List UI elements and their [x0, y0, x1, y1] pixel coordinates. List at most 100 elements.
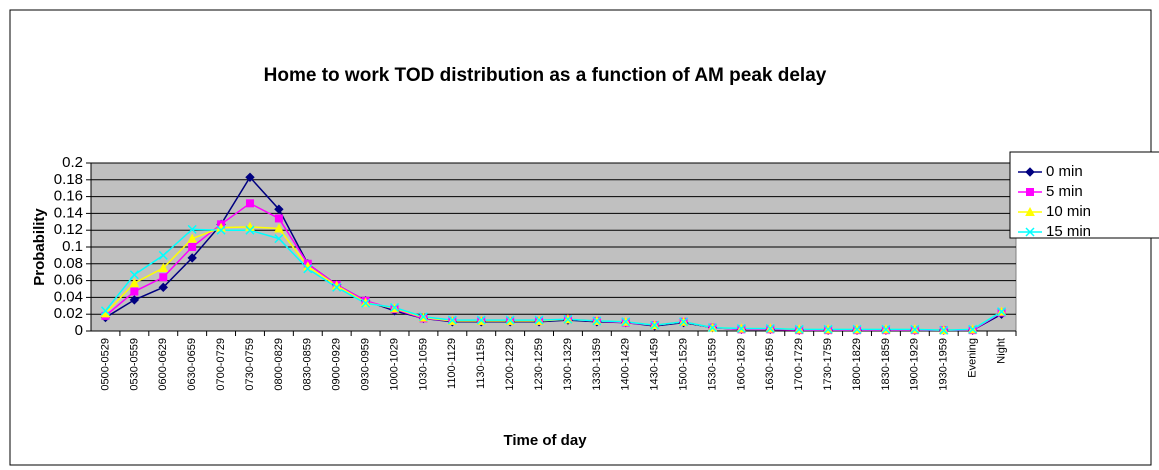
x-tick-label: 0800-0829 [273, 338, 285, 391]
data-point [187, 224, 197, 234]
legend-marker [1025, 167, 1035, 177]
x-tick-label: 1730-1759 [822, 338, 834, 391]
y-tick-label: 0.2 [62, 154, 83, 171]
x-tick-label: 0700-0729 [215, 338, 227, 391]
x-tick-label: 0500-0529 [99, 338, 111, 391]
y-tick-label: 0.02 [54, 305, 83, 322]
data-point [505, 315, 515, 325]
x-tick-label: 1530-1559 [706, 338, 718, 391]
data-point [245, 225, 255, 235]
x-tick-label: 1700-1729 [793, 338, 805, 391]
y-tick-label: 0.16 [54, 188, 83, 205]
data-point [274, 234, 284, 244]
x-tick-label: 0630-0659 [186, 338, 198, 391]
data-point [129, 278, 140, 288]
data-point [852, 324, 862, 334]
data-point [418, 312, 428, 322]
legend-marker [1025, 227, 1035, 237]
x-tick-label: 1830-1859 [880, 338, 892, 391]
data-point [823, 324, 833, 334]
y-axis-title: Probability [31, 208, 48, 286]
data-point [736, 323, 746, 334]
data-point [765, 323, 775, 334]
x-tick-label: 1600-1629 [735, 338, 747, 391]
x-tick-label: 1630-1659 [764, 338, 776, 391]
x-tick-label: 0730-0759 [244, 338, 256, 391]
legend-marker [1025, 206, 1035, 216]
data-point [881, 324, 891, 334]
data-point [447, 315, 457, 325]
y-tick-label: 0.12 [54, 221, 83, 238]
data-point [997, 307, 1007, 317]
x-tick-label: 0930-0959 [360, 338, 372, 391]
data-point [303, 264, 313, 274]
data-point [361, 298, 371, 308]
data-point [129, 270, 139, 280]
data-point [476, 315, 486, 325]
data-point [158, 262, 169, 272]
data-point [274, 204, 284, 214]
legend-label: 5 min [1046, 183, 1083, 200]
y-tick-label: 0.1 [62, 238, 83, 255]
data-point [794, 324, 804, 334]
data-point [188, 243, 197, 251]
data-point [389, 302, 400, 313]
x-tick-label: 1800-1829 [851, 338, 863, 391]
x-tick-label: 1930-1959 [938, 338, 950, 391]
x-tick-label: 1230-1259 [533, 338, 545, 391]
y-tick-label: 0.08 [54, 255, 83, 272]
y-tick-label: 0.04 [54, 288, 83, 305]
x-tick-label: 0530-0559 [128, 338, 140, 391]
x-tick-label: 1030-1059 [417, 338, 429, 391]
data-point [621, 317, 631, 327]
data-point [939, 325, 949, 335]
legend-label: 15 min [1046, 223, 1091, 240]
legend-label: 0 min [1046, 163, 1083, 180]
series-line [104, 228, 1002, 331]
y-tick-label: 0.14 [54, 204, 83, 221]
x-tick-label: 1300-1329 [562, 338, 574, 391]
chart-title: Home to work TOD distribution as a funct… [264, 65, 827, 86]
x-axis-title: Time of day [503, 432, 587, 449]
y-tick-label: 0 [75, 322, 83, 339]
data-point [187, 233, 198, 243]
x-tick-label: 0600-0629 [157, 338, 169, 391]
data-point [158, 282, 168, 293]
data-point [159, 273, 168, 282]
data-point [910, 324, 920, 334]
data-point [592, 316, 602, 326]
data-point [968, 324, 978, 334]
x-tick-label: 1330-1359 [591, 338, 603, 391]
data-point [274, 214, 283, 223]
legend-marker [1026, 188, 1034, 196]
data-point [650, 320, 660, 330]
data-point [274, 223, 284, 233]
x-tick-label: 1430-1459 [649, 338, 661, 391]
data-point [130, 287, 139, 296]
data-point [245, 172, 255, 182]
data-point [563, 314, 573, 324]
legend-label: 10 min [1046, 203, 1091, 220]
x-tick-label: Evening [967, 338, 979, 378]
x-tick-label: 1500-1529 [677, 338, 689, 391]
data-point [707, 323, 718, 333]
data-point [245, 199, 254, 208]
x-tick-label: Night [995, 338, 1007, 364]
x-tick-label: 1400-1429 [620, 338, 632, 391]
data-point [158, 250, 168, 260]
data-point [679, 317, 689, 327]
data-point [129, 295, 140, 305]
x-tick-label: 1100-1129 [446, 338, 458, 389]
data-point [332, 282, 342, 292]
x-tick-label: 1900-1929 [909, 338, 921, 391]
y-tick-label: 0.06 [54, 272, 83, 289]
data-point [216, 225, 226, 235]
x-tick-label: 1130-1159 [475, 338, 487, 389]
x-tick-label: 1000-1029 [388, 338, 400, 391]
x-tick-label: 0830-0859 [302, 338, 314, 391]
data-point [534, 315, 544, 325]
legend-box [1009, 151, 1159, 239]
x-tick-label: 0900-0929 [331, 338, 343, 391]
data-point [100, 306, 110, 316]
